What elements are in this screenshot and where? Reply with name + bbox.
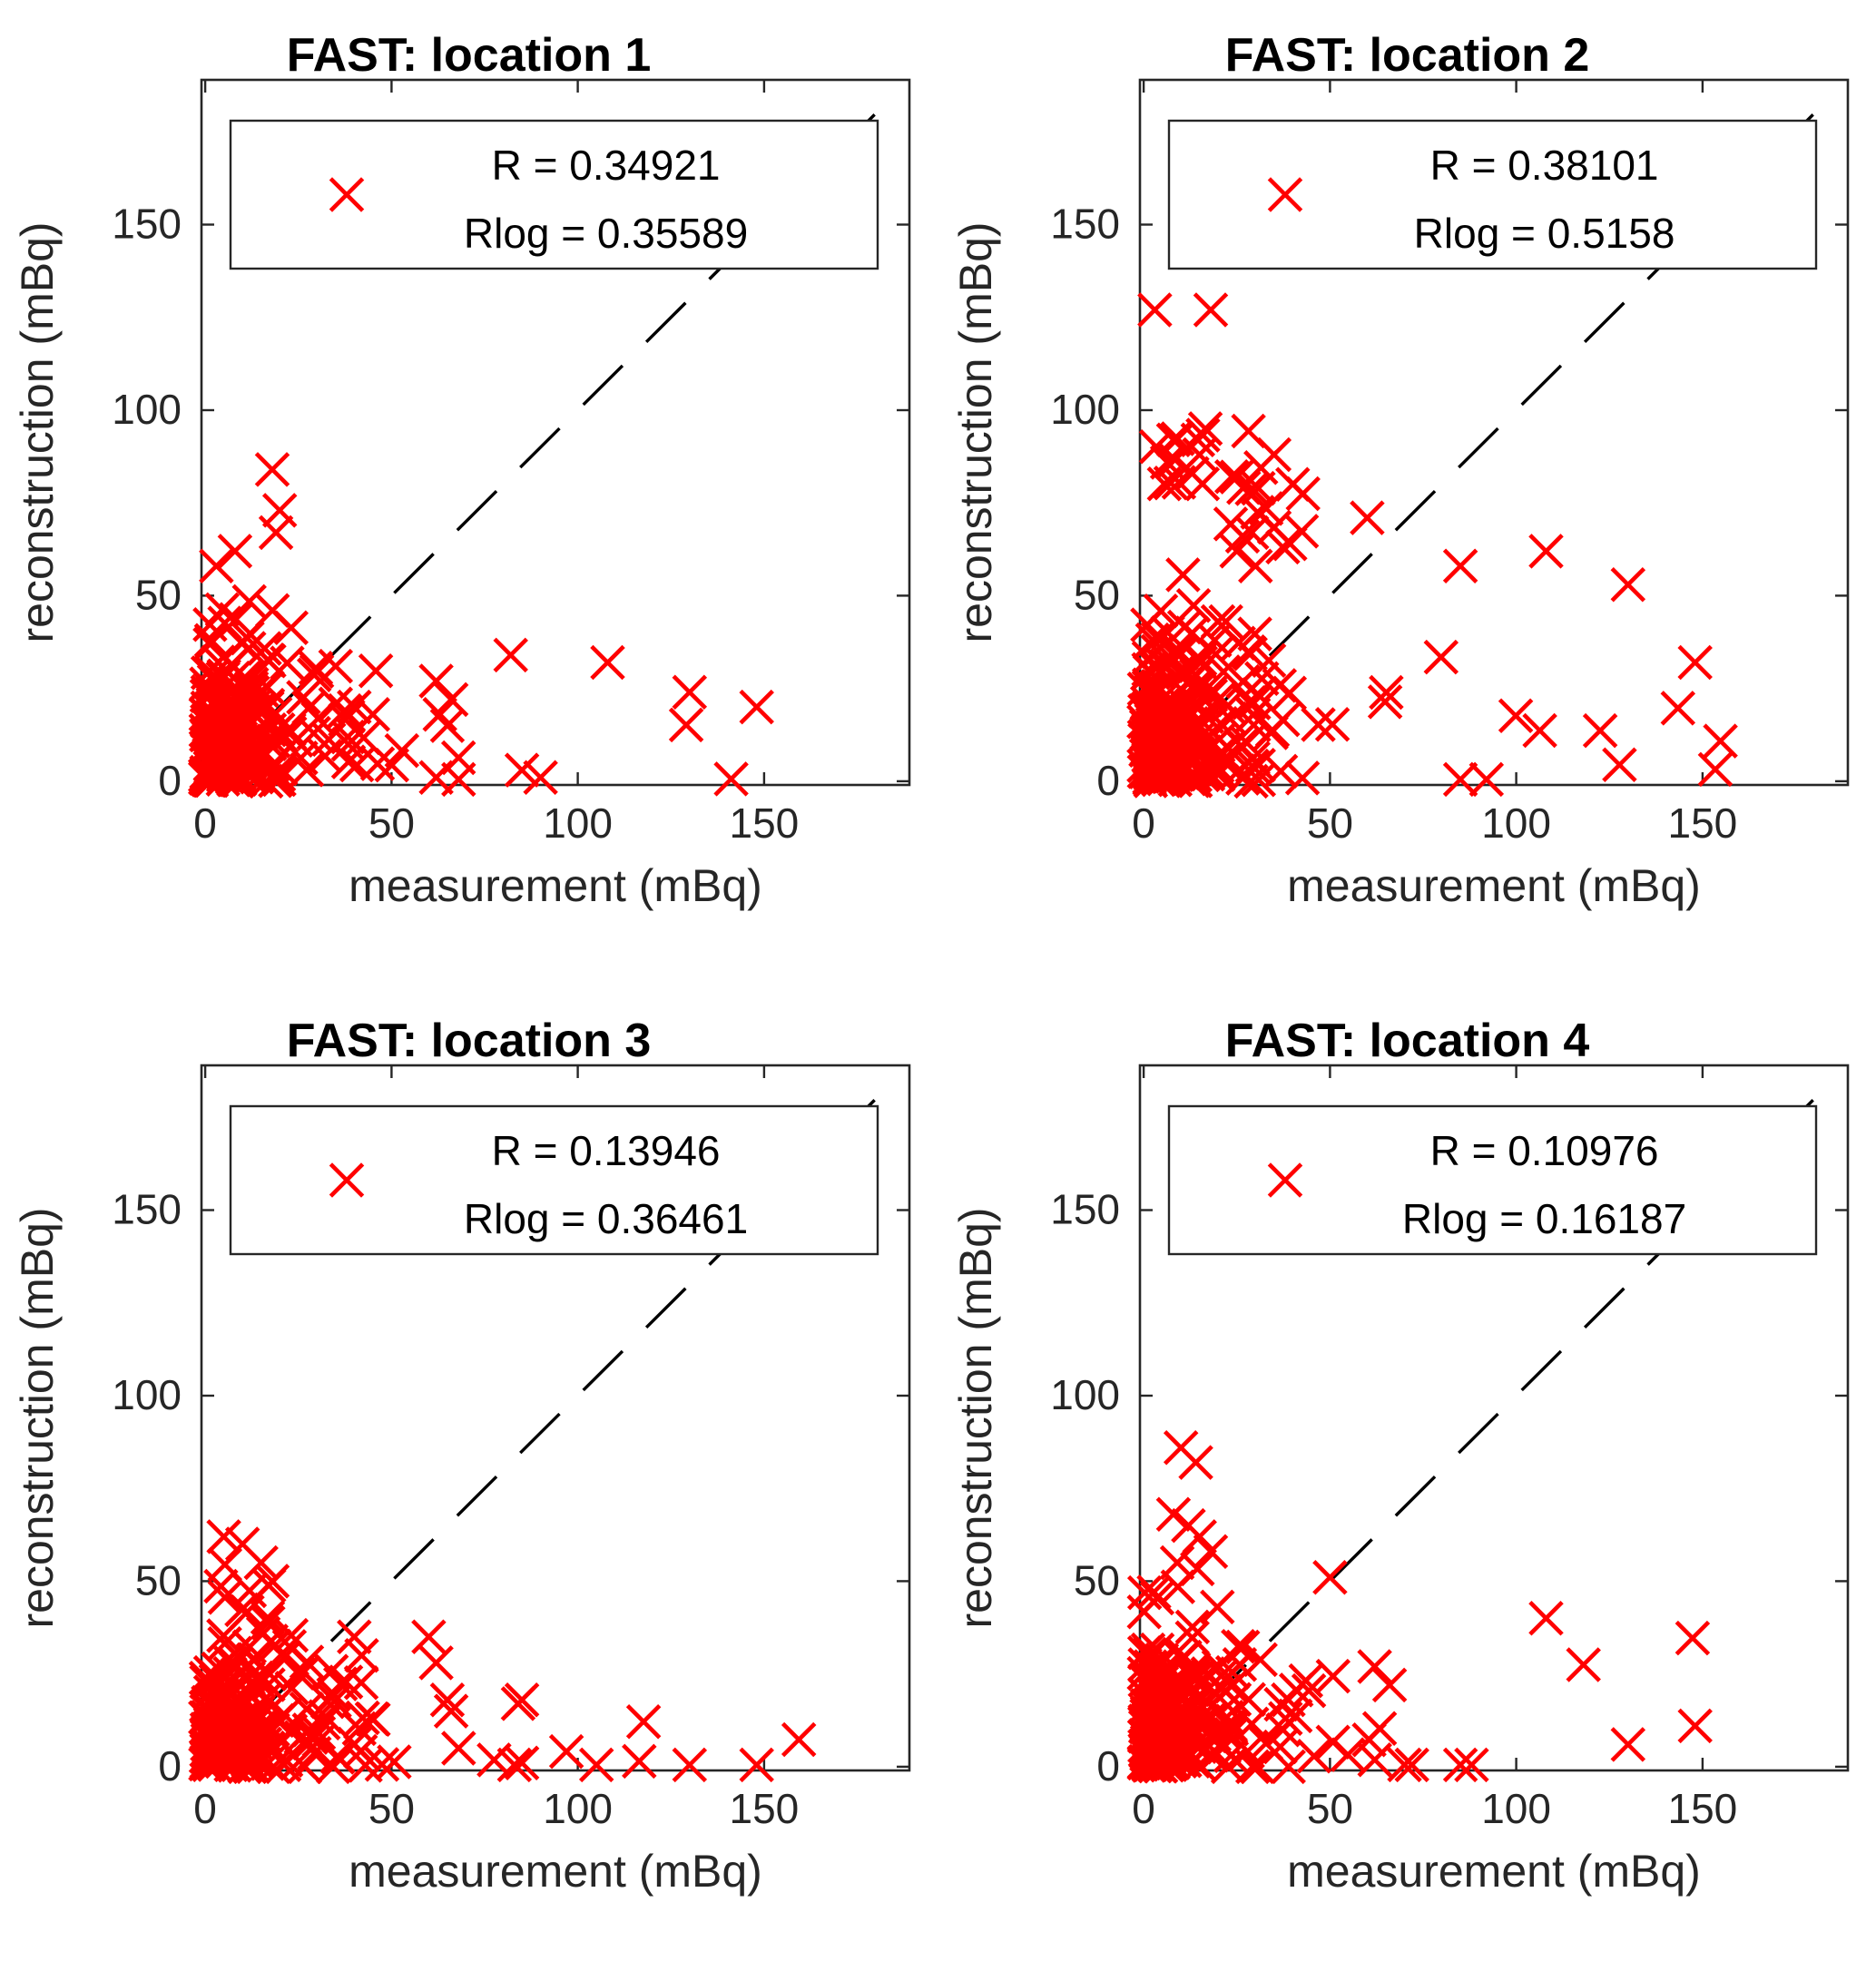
svg-text:0: 0	[1132, 799, 1155, 847]
svg-text:50: 50	[1307, 1785, 1353, 1832]
svg-text:150: 150	[1050, 201, 1120, 248]
svg-text:0: 0	[193, 799, 217, 847]
svg-text:50: 50	[1074, 1556, 1120, 1603]
svg-text:150: 150	[730, 1785, 800, 1832]
svg-text:50: 50	[135, 1556, 182, 1603]
svg-text:100: 100	[1481, 799, 1551, 847]
svg-text:50: 50	[1307, 799, 1353, 847]
svg-text:100: 100	[543, 799, 613, 847]
svg-text:0: 0	[158, 1742, 182, 1790]
svg-text:100: 100	[112, 1371, 182, 1418]
svg-text:50: 50	[368, 1785, 415, 1832]
svg-text:reconstruction (mBq): reconstruction (mBq)	[12, 221, 63, 642]
svg-text:Rlog = 0.16187: Rlog = 0.16187	[1402, 1195, 1686, 1242]
svg-text:0: 0	[193, 1785, 217, 1832]
svg-text:50: 50	[368, 799, 415, 847]
svg-text:R = 0.34921: R = 0.34921	[492, 142, 721, 189]
svg-text:100: 100	[1481, 1785, 1551, 1832]
svg-text:Rlog = 0.5158: Rlog = 0.5158	[1414, 210, 1675, 257]
svg-text:R = 0.38101: R = 0.38101	[1430, 142, 1659, 189]
svg-text:reconstruction (mBq): reconstruction (mBq)	[950, 1207, 1001, 1628]
svg-text:150: 150	[1050, 1186, 1120, 1233]
svg-text:100: 100	[112, 386, 182, 433]
svg-text:measurement (mBq): measurement (mBq)	[1287, 860, 1701, 911]
svg-text:Rlog = 0.36461: Rlog = 0.36461	[464, 1195, 748, 1242]
svg-text:FAST: location 2: FAST: location 2	[1225, 29, 1590, 82]
svg-text:50: 50	[135, 571, 182, 618]
svg-text:150: 150	[1668, 1785, 1738, 1832]
svg-text:0: 0	[158, 757, 182, 804]
svg-text:FAST: location 1: FAST: location 1	[287, 29, 652, 82]
svg-text:reconstruction (mBq): reconstruction (mBq)	[12, 1207, 63, 1628]
svg-text:150: 150	[1668, 799, 1738, 847]
svg-text:R = 0.10976: R = 0.10976	[1430, 1127, 1659, 1174]
svg-text:FAST: location 4: FAST: location 4	[1225, 1015, 1590, 1067]
svg-text:0: 0	[1132, 1785, 1155, 1832]
svg-text:150: 150	[730, 799, 800, 847]
svg-text:150: 150	[112, 1186, 182, 1233]
svg-text:100: 100	[543, 1785, 613, 1832]
svg-text:measurement (mBq): measurement (mBq)	[1287, 1846, 1701, 1897]
svg-text:150: 150	[112, 201, 182, 248]
svg-text:measurement (mBq): measurement (mBq)	[349, 1846, 762, 1897]
svg-text:100: 100	[1050, 386, 1120, 433]
svg-text:R = 0.13946: R = 0.13946	[492, 1127, 721, 1174]
svg-text:measurement (mBq): measurement (mBq)	[349, 860, 762, 911]
svg-text:50: 50	[1074, 571, 1120, 618]
svg-text:0: 0	[1096, 757, 1120, 804]
svg-text:FAST: location 3: FAST: location 3	[287, 1015, 652, 1067]
svg-text:reconstruction (mBq): reconstruction (mBq)	[950, 221, 1001, 642]
svg-text:100: 100	[1050, 1371, 1120, 1418]
svg-text:Rlog = 0.35589: Rlog = 0.35589	[464, 210, 748, 257]
svg-text:0: 0	[1096, 1742, 1120, 1790]
